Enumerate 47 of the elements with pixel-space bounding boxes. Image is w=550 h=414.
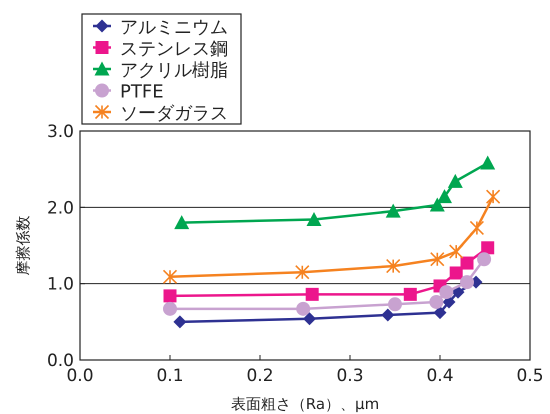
point	[434, 306, 446, 320]
x-axis-title: 表面粗さ（Ra）、μm	[230, 395, 380, 413]
point	[306, 212, 322, 226]
y-tick-label: 3.0	[46, 122, 74, 142]
point	[163, 302, 177, 316]
point	[437, 189, 452, 204]
point	[450, 266, 463, 280]
x-tick-label: 0.0	[66, 366, 94, 386]
point	[381, 308, 394, 322]
x-tick-label: 0.4	[426, 366, 454, 386]
point	[430, 198, 445, 212]
x-tick-label: 0.3	[336, 366, 364, 386]
point	[448, 244, 464, 259]
point	[486, 189, 500, 204]
point	[460, 275, 474, 290]
point	[404, 288, 417, 301]
x-tick-label: 0.1	[156, 366, 184, 386]
point	[429, 294, 444, 309]
point	[162, 269, 178, 284]
point	[480, 156, 496, 170]
legend-label: アルミニウム	[120, 17, 228, 38]
legend-label: アクリル樹脂	[120, 60, 228, 81]
point	[430, 252, 445, 267]
point	[386, 258, 400, 274]
point	[439, 285, 454, 300]
legend-label: PTFE	[120, 82, 164, 102]
legend-label: ステンレス鋼	[120, 38, 228, 60]
x-tick-label: 0.5	[516, 366, 544, 386]
point	[296, 302, 310, 316]
y-axis-title: 摩擦係数	[14, 216, 32, 276]
point	[460, 256, 474, 270]
point	[173, 315, 186, 328]
point	[477, 252, 492, 266]
point	[295, 264, 310, 280]
point	[470, 220, 484, 236]
point	[174, 215, 190, 230]
y-tick-label: 2.0	[46, 198, 74, 218]
point	[481, 241, 494, 254]
point	[303, 312, 316, 326]
point	[448, 174, 463, 188]
point	[388, 297, 402, 312]
point	[164, 289, 176, 302]
point	[386, 204, 401, 218]
y-tick-label: 1.0	[46, 274, 74, 295]
legend-label: ソーダガラス	[120, 103, 228, 124]
x-tick-label: 0.2	[246, 366, 274, 386]
point	[306, 288, 319, 301]
